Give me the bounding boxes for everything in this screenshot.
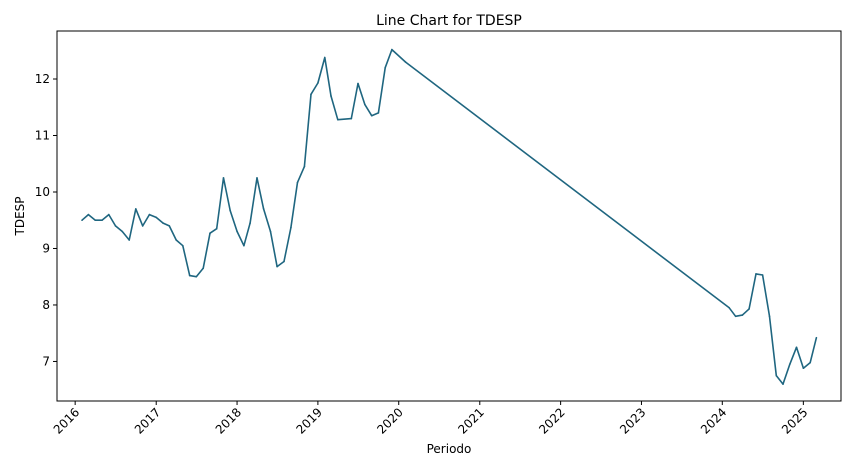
- data-point: [337, 118, 339, 121]
- data-point: [135, 208, 137, 210]
- data-point: [809, 361, 811, 364]
- y-tick-label: 9: [42, 241, 50, 255]
- data-point: [768, 315, 771, 318]
- data-point: [303, 165, 306, 168]
- data-point: [324, 56, 326, 59]
- series-layer: [81, 48, 818, 385]
- data-point: [795, 346, 798, 349]
- y-tick-label: 10: [35, 185, 50, 199]
- data-point: [290, 226, 292, 229]
- data-point: [357, 82, 359, 85]
- data-point: [283, 260, 285, 263]
- data-point: [87, 213, 90, 216]
- data-point: [121, 230, 124, 233]
- data-point: [141, 225, 144, 227]
- x-tick-label: 2016: [51, 405, 82, 436]
- data-point: [748, 308, 750, 310]
- data-point: [269, 230, 272, 233]
- data-point: [761, 274, 764, 276]
- data-point: [755, 273, 757, 275]
- y-axis-ticks: 7 8 9 10 11 12: [35, 72, 57, 368]
- data-point: [215, 227, 218, 230]
- data-point: [377, 112, 380, 114]
- data-point: [276, 265, 278, 268]
- x-tick-label: 2023: [617, 405, 648, 436]
- data-point: [155, 216, 157, 219]
- data-point: [148, 213, 151, 216]
- data-point: [108, 213, 110, 216]
- data-point: [128, 239, 130, 241]
- data-point: [391, 48, 393, 51]
- data-point: [168, 225, 171, 227]
- data-point: [789, 363, 791, 366]
- data-point: [802, 367, 805, 370]
- data-point: [175, 239, 177, 241]
- y-tick-label: 12: [35, 72, 50, 86]
- x-tick-label: 2018: [213, 405, 244, 436]
- data-point: [782, 383, 784, 385]
- y-tick-label: 11: [35, 129, 50, 143]
- data-point: [741, 314, 744, 316]
- data-point: [262, 208, 265, 210]
- data-point: [734, 315, 737, 318]
- y-tick-label: 7: [42, 354, 50, 368]
- x-axis-ticks: 2016 2017 2018 2019 2020 2021 2022 2023 2024 2025: [51, 401, 810, 437]
- x-tick-label: 2021: [455, 405, 486, 436]
- x-tick-label: 2020: [374, 405, 405, 436]
- data-point: [222, 177, 225, 179]
- data-point: [81, 219, 83, 221]
- data-point: [775, 374, 778, 377]
- data-point: [364, 103, 366, 106]
- data-point: [209, 232, 211, 234]
- data-point: [229, 209, 231, 212]
- y-tick-label: 8: [42, 298, 50, 312]
- data-point: [188, 274, 191, 277]
- x-tick-label: 2025: [779, 405, 810, 436]
- plot-frame: [56, 30, 842, 402]
- chart-title: Line Chart for TDESP: [376, 13, 522, 29]
- x-tick-label: 2022: [536, 405, 567, 436]
- data-point: [94, 219, 97, 221]
- data-point: [195, 275, 198, 278]
- series-line: [81, 48, 818, 385]
- data-point: [370, 114, 373, 117]
- data-point: [815, 336, 818, 339]
- data-point: [310, 93, 312, 96]
- data-point: [249, 222, 251, 224]
- data-point: [296, 181, 299, 184]
- data-point: [236, 230, 238, 233]
- data-point: [350, 117, 353, 120]
- data-point: [101, 219, 103, 221]
- data-point: [317, 82, 319, 84]
- x-tick-label: 2024: [698, 405, 729, 436]
- data-point: [114, 225, 117, 227]
- x-tick-label: 2017: [132, 405, 163, 436]
- data-point: [243, 244, 245, 247]
- x-tick-label: 2019: [294, 405, 325, 436]
- data-point: [404, 61, 407, 63]
- x-axis-label: Periodo: [427, 442, 472, 456]
- data-point: [330, 95, 332, 97]
- data-point: [728, 307, 730, 309]
- data-point: [162, 222, 164, 224]
- y-axis-label: TDESP: [13, 196, 27, 236]
- data-point: [202, 267, 204, 270]
- data-point: [182, 244, 184, 247]
- data-point: [384, 66, 387, 69]
- data-point: [256, 177, 258, 179]
